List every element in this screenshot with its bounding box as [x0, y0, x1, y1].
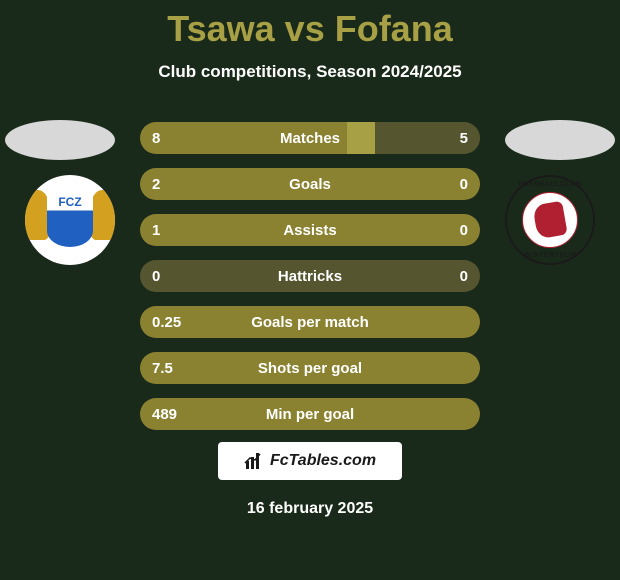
comparison-subtitle: Club competitions, Season 2024/2025 — [0, 62, 620, 82]
stat-row: 85Matches — [140, 122, 480, 154]
stat-row: 10Assists — [140, 214, 480, 246]
crest-lion — [532, 201, 567, 240]
club-text-top-right: FUSSBALLCLUB — [507, 181, 593, 188]
stat-row: 7.5Shots per goal — [140, 352, 480, 384]
stat-row: 0.25Goals per match — [140, 306, 480, 338]
brand-badge[interactable]: FcTables.com — [218, 442, 402, 480]
stats-table: 85Matches 20Goals 10Assists 00Hattricks 0.25… — [140, 122, 480, 444]
stat-label: Min per goal — [140, 406, 480, 423]
club-text-bottom-right: WINTERTHUR — [507, 252, 593, 259]
club-logo-left: FCZ — [20, 175, 120, 265]
stat-label: Goals — [140, 176, 480, 193]
stat-label: Goals per match — [140, 314, 480, 331]
stat-row: 20Goals — [140, 168, 480, 200]
comparison-title: Tsawa vs Fofana — [0, 0, 620, 50]
club-code-left: FCZ — [58, 195, 81, 209]
chart-icon — [244, 451, 264, 471]
club-logo-right: FUSSBALLCLUB WINTERTHUR — [500, 175, 600, 265]
player-photo-right — [505, 120, 615, 160]
stat-label: Hattricks — [140, 268, 480, 285]
stat-row: 489Min per goal — [140, 398, 480, 430]
comparison-date: 16 february 2025 — [0, 500, 620, 518]
stat-label: Shots per goal — [140, 360, 480, 377]
crest-lion-right — [90, 190, 115, 240]
stat-label: Matches — [140, 130, 480, 147]
brand-text: FcTables.com — [270, 452, 376, 470]
stat-label: Assists — [140, 222, 480, 239]
player-photo-left — [5, 120, 115, 160]
club-shield-left: FCZ — [47, 193, 93, 247]
stat-row: 00Hattricks — [140, 260, 480, 292]
